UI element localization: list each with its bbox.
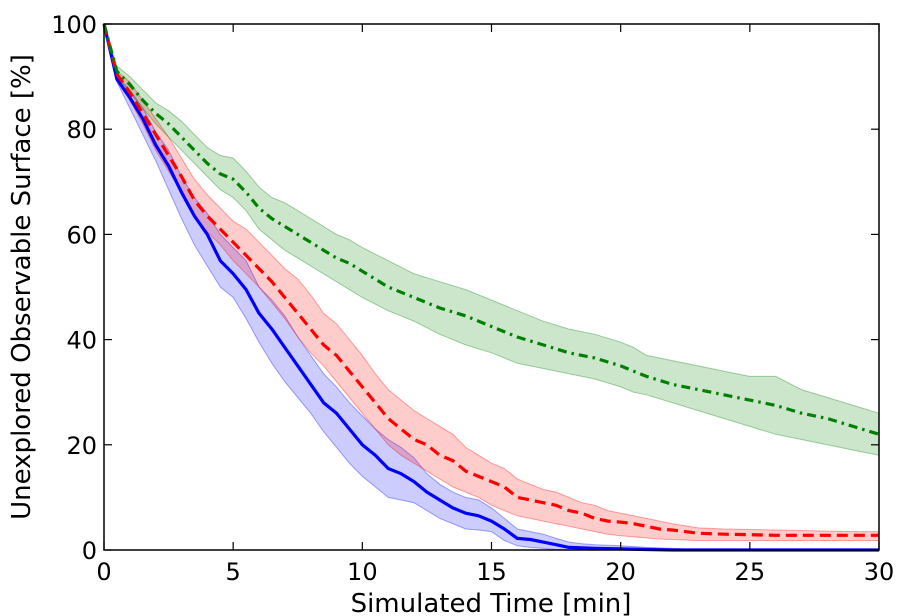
y-tick-label: 100: [51, 11, 97, 39]
x-tick-label: 20: [605, 558, 636, 586]
x-tick-label: 10: [347, 558, 378, 586]
y-tick-label: 20: [66, 432, 97, 460]
x-tick-label: 0: [96, 558, 111, 586]
band-blue-solid: [103, 23, 879, 551]
y-axis-ticks: 0 20 40 60 80 100: [51, 11, 879, 565]
y-tick-label: 0: [82, 537, 97, 565]
x-tick-label: 30: [864, 558, 895, 586]
x-tick-label: 5: [226, 558, 241, 586]
y-tick-label: 80: [66, 116, 97, 144]
y-tick-label: 40: [66, 327, 97, 355]
x-axis-ticks: 0 5 10 15 20 25 30: [96, 24, 894, 586]
x-axis-label: Simulated Time [min]: [351, 589, 632, 616]
x-tick-label: 15: [476, 558, 507, 586]
y-tick-label: 60: [66, 221, 97, 249]
y-axis-label: Unexplored Observable Surface [%]: [7, 54, 37, 520]
x-tick-label: 25: [735, 558, 766, 586]
line-green-dashdot: [102, 23, 880, 436]
